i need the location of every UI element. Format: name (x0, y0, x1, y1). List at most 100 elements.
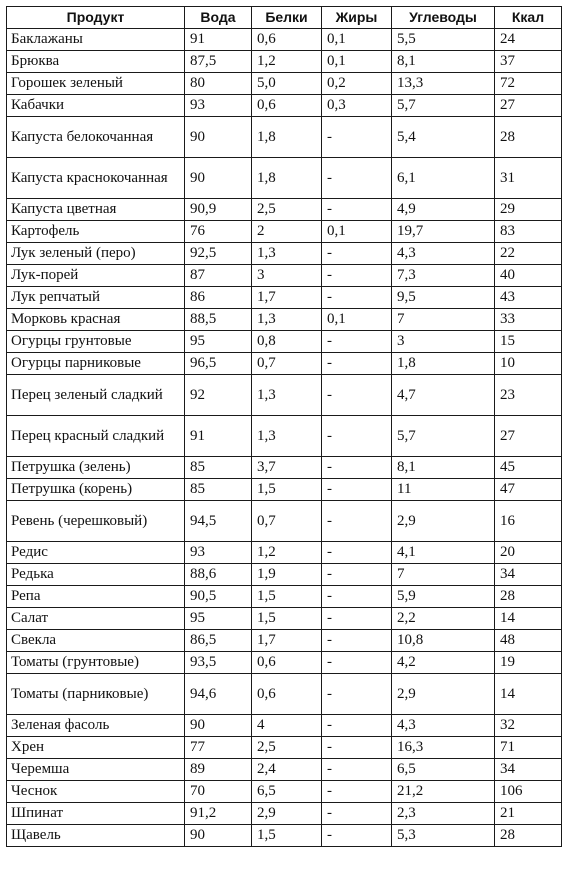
cell-kcal: 28 (494, 116, 562, 158)
cell-water: 87,5 (184, 50, 252, 73)
cell-water: 93 (184, 94, 252, 117)
cell-protein: 1,3 (251, 374, 322, 416)
table-row: Петрушка (корень) 85 1,5-11 47 (6, 478, 562, 501)
table-row: Томаты (грунтовые) 93,5 0,6-4,2 19 (6, 651, 562, 674)
cell-protein: 0,7 (251, 352, 322, 375)
cell-product: Свекла (6, 629, 185, 652)
table-row: Ревень (черешковый) 94,5 0,7-2,9 16 (6, 500, 562, 542)
cell-fat: - (321, 352, 392, 375)
cell-kcal: 20 (494, 541, 562, 564)
cell-carbs: 11 (391, 478, 495, 501)
cell-product: Огурцы парниковые (6, 352, 185, 375)
cell-carbs: 4,1 (391, 541, 495, 564)
cell-product: Репа (6, 585, 185, 608)
cell-carbs: 5,9 (391, 585, 495, 608)
cell-carbs: 4,7 (391, 374, 495, 416)
cell-water: 90 (184, 714, 252, 737)
cell-fat: - (321, 286, 392, 309)
table-row: Морковь красная 88,5 1,3 0,1 7 33 (6, 308, 562, 331)
table-row: Зеленая фасоль 90 4-4,3 32 (6, 714, 562, 737)
cell-water: 90,5 (184, 585, 252, 608)
cell-protein: 1,3 (251, 308, 322, 331)
table-row: Петрушка (зелень) 85 3,7-8,1 45 (6, 456, 562, 479)
cell-product: Огурцы грунтовые (6, 330, 185, 353)
cell-kcal: 72 (494, 72, 562, 95)
cell-protein: 5,0 (251, 72, 322, 95)
cell-kcal: 37 (494, 50, 562, 73)
nutrition-table: Продукт Вода Белки Жиры Углеводы Ккал Ба… (6, 6, 562, 847)
table-row: Картофель 76 2 0,1 19,7 83 (6, 220, 562, 243)
cell-kcal: 48 (494, 629, 562, 652)
cell-protein: 2,4 (251, 758, 322, 781)
cell-product: Баклажаны (6, 28, 185, 51)
cell-protein: 1,5 (251, 478, 322, 501)
cell-protein: 2 (251, 220, 322, 243)
cell-fat: - (321, 629, 392, 652)
table-row: Репа 90,5 1,5-5,9 28 (6, 585, 562, 608)
cell-water: 88,6 (184, 563, 252, 586)
cell-protein: 2,5 (251, 198, 322, 221)
cell-protein: 0,6 (251, 28, 322, 51)
cell-water: 90 (184, 116, 252, 158)
cell-water: 90 (184, 824, 252, 847)
table-row: Шпинат 91,2 2,9-2,3 21 (6, 802, 562, 825)
cell-water: 94,6 (184, 673, 252, 715)
cell-protein: 1,8 (251, 116, 322, 158)
table-row: Салат 95 1,5-2,2 14 (6, 607, 562, 630)
cell-product: Лук-порей (6, 264, 185, 287)
cell-carbs: 8,1 (391, 50, 495, 73)
cell-protein: 3,7 (251, 456, 322, 479)
table-row: Капуста краснокочанная 90 1,8-6,1 31 (6, 157, 562, 199)
cell-kcal: 33 (494, 308, 562, 331)
cell-water: 86,5 (184, 629, 252, 652)
cell-fat: - (321, 415, 392, 457)
cell-water: 76 (184, 220, 252, 243)
cell-water: 93,5 (184, 651, 252, 674)
cell-carbs: 5,7 (391, 94, 495, 117)
cell-product: Картофель (6, 220, 185, 243)
cell-carbs: 6,5 (391, 758, 495, 781)
cell-fat: - (321, 758, 392, 781)
cell-carbs: 4,3 (391, 242, 495, 265)
table-row: Капуста белокочанная 90 1,8-5,4 28 (6, 116, 562, 158)
cell-kcal: 32 (494, 714, 562, 737)
cell-fat: - (321, 585, 392, 608)
table-header-row: Продукт Вода Белки Жиры Углеводы Ккал (6, 6, 562, 29)
cell-carbs: 7 (391, 308, 495, 331)
cell-protein: 0,6 (251, 673, 322, 715)
cell-fat: 0,1 (321, 50, 392, 73)
cell-product: Брюква (6, 50, 185, 73)
cell-carbs: 5,5 (391, 28, 495, 51)
cell-carbs: 5,4 (391, 116, 495, 158)
cell-product: Лук зеленый (перо) (6, 242, 185, 265)
cell-kcal: 21 (494, 802, 562, 825)
cell-fat: - (321, 374, 392, 416)
cell-fat: - (321, 714, 392, 737)
cell-fat: 0,1 (321, 28, 392, 51)
cell-protein: 0,6 (251, 651, 322, 674)
cell-carbs: 6,1 (391, 157, 495, 199)
cell-product: Томаты (парниковые) (6, 673, 185, 715)
cell-product: Перец зеленый сладкий (6, 374, 185, 416)
cell-product: Щавель (6, 824, 185, 847)
cell-fat: - (321, 541, 392, 564)
cell-kcal: 106 (494, 780, 562, 803)
header-product: Продукт (6, 6, 185, 29)
cell-protein: 1,3 (251, 415, 322, 457)
cell-carbs: 10,8 (391, 629, 495, 652)
table-row: Баклажаны 91 0,6 0,1 5,5 24 (6, 28, 562, 51)
cell-water: 87 (184, 264, 252, 287)
cell-kcal: 19 (494, 651, 562, 674)
cell-protein: 0,8 (251, 330, 322, 353)
cell-kcal: 28 (494, 585, 562, 608)
cell-product: Перец красный сладкий (6, 415, 185, 457)
cell-carbs: 1,8 (391, 352, 495, 375)
cell-carbs: 9,5 (391, 286, 495, 309)
cell-fat: - (321, 330, 392, 353)
cell-kcal: 22 (494, 242, 562, 265)
cell-protein: 0,6 (251, 94, 322, 117)
cell-fat: - (321, 242, 392, 265)
cell-carbs: 5,7 (391, 415, 495, 457)
cell-carbs: 2,2 (391, 607, 495, 630)
cell-water: 85 (184, 478, 252, 501)
